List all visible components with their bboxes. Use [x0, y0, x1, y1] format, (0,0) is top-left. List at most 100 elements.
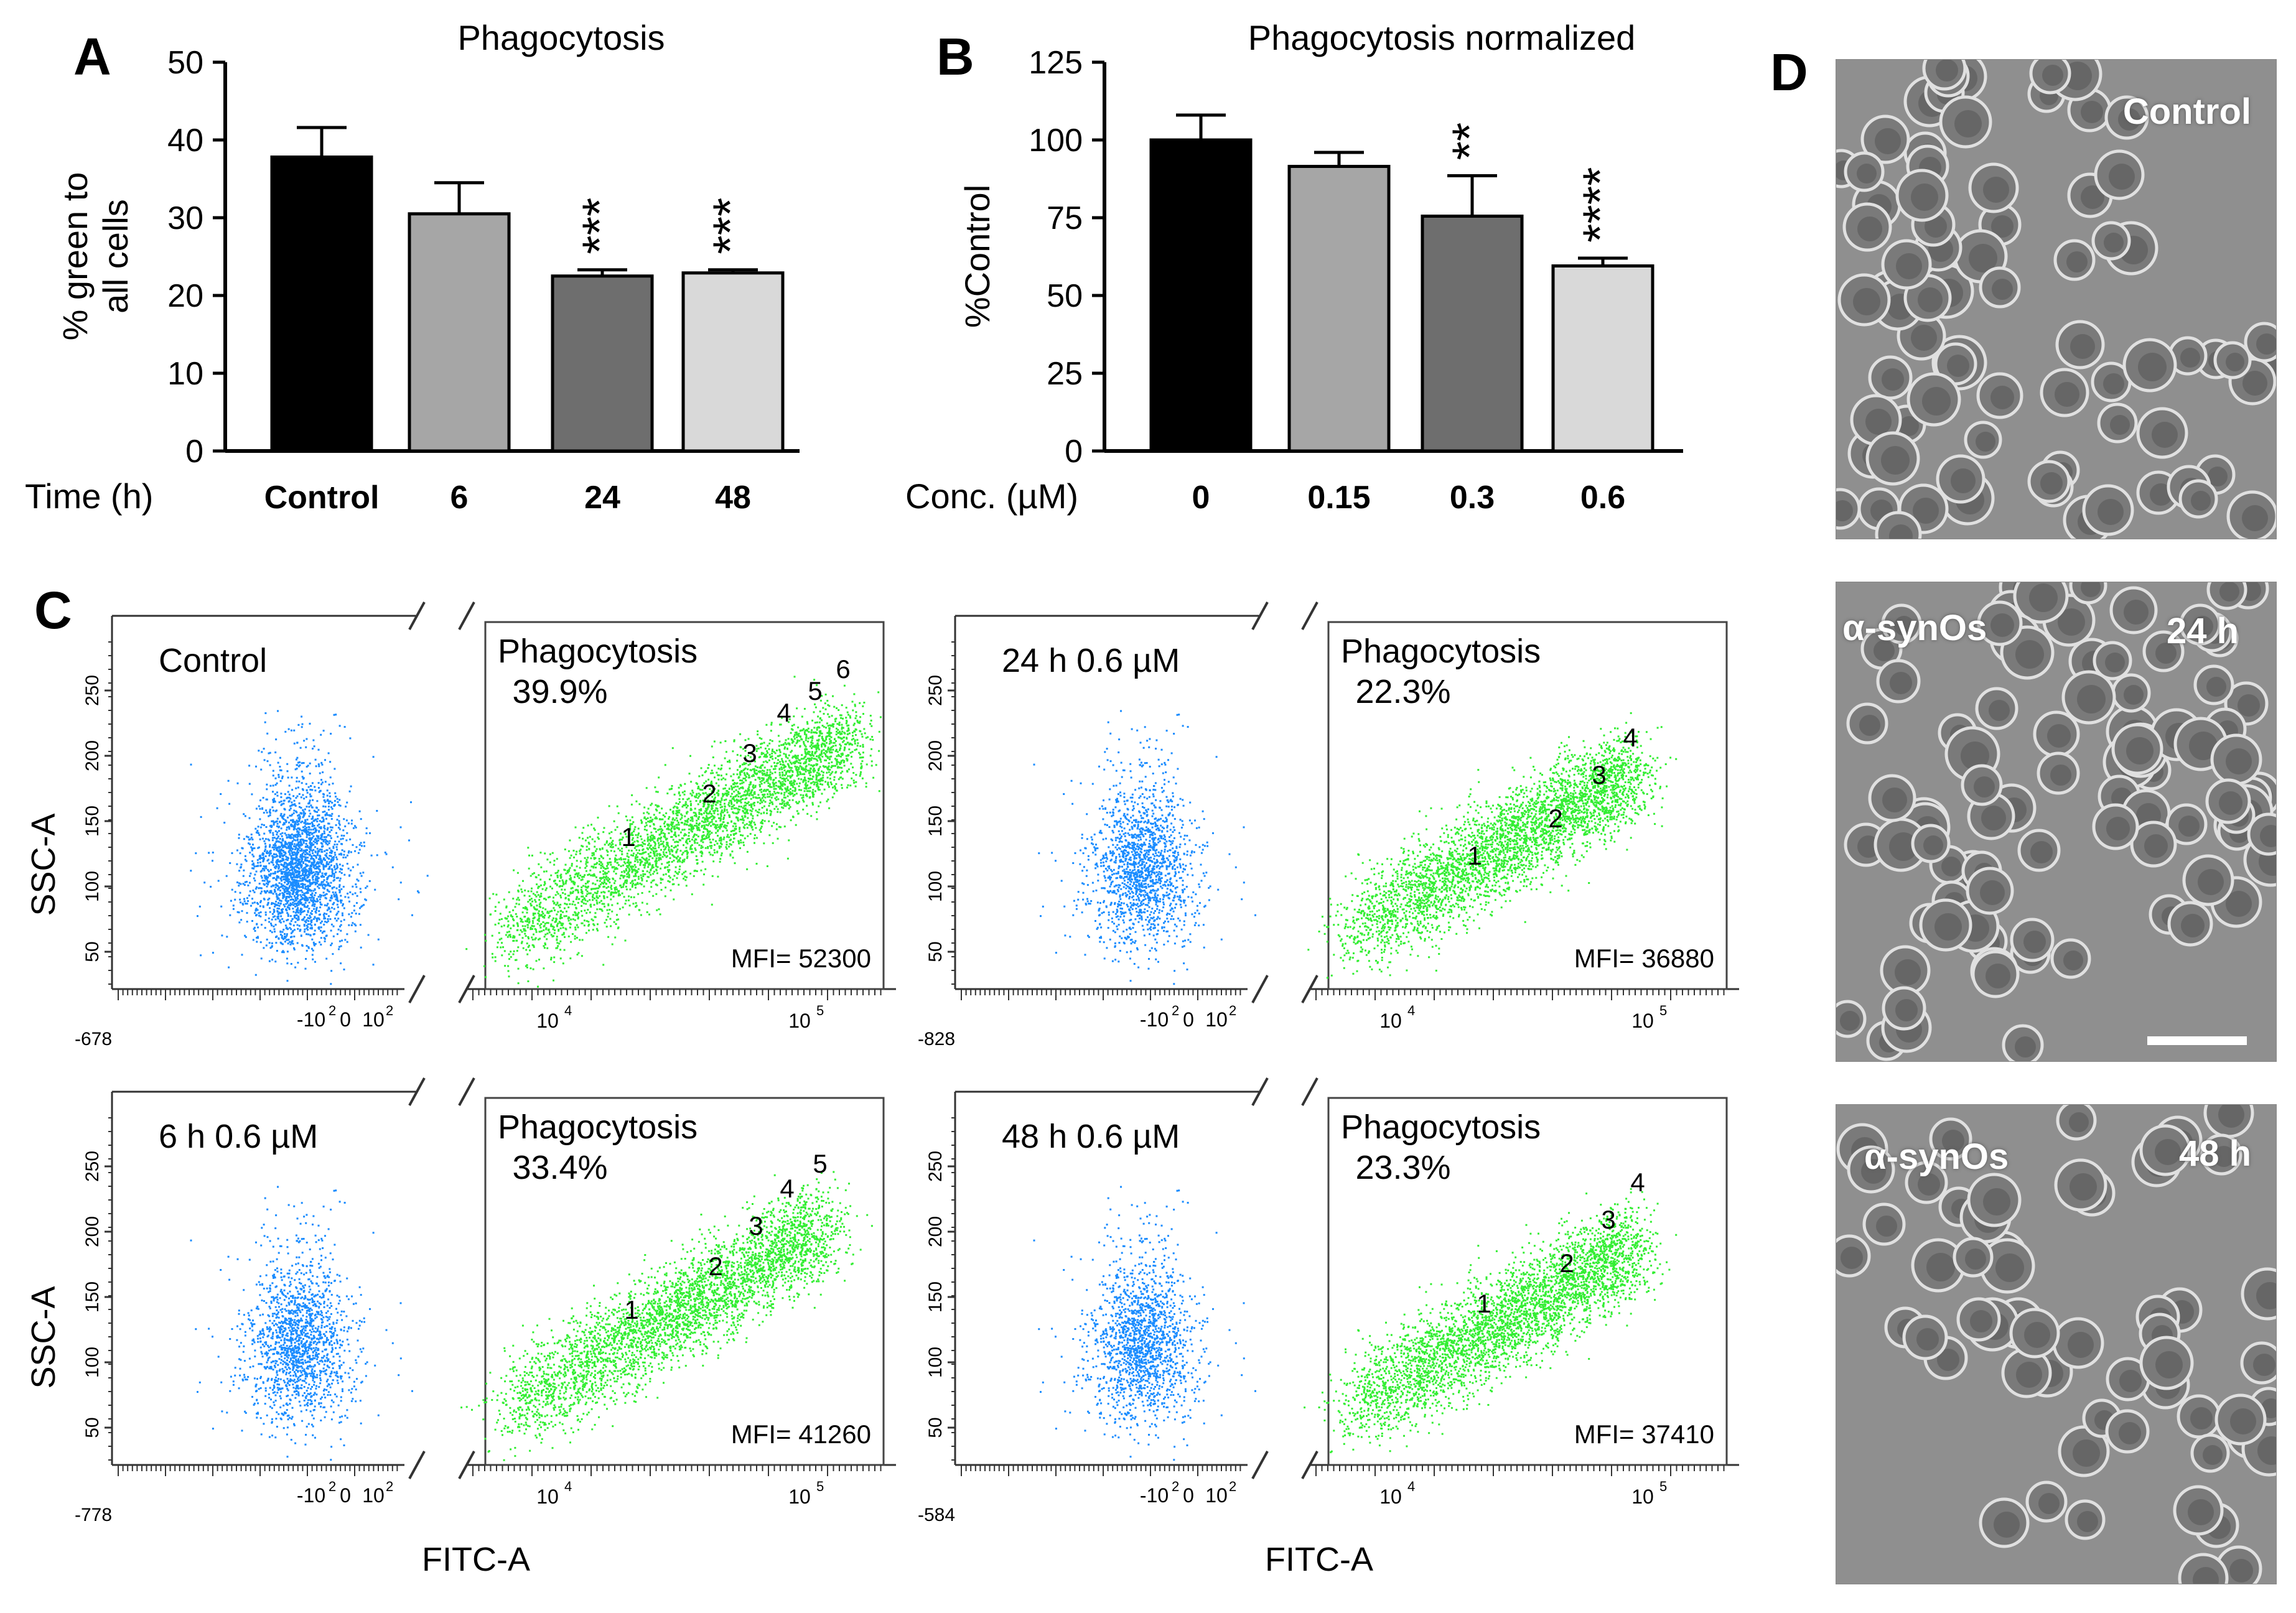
ssc-tick-label: 150: [82, 1281, 103, 1313]
ssc-tick-label: 50: [925, 941, 946, 962]
bar: [1149, 138, 1253, 453]
gate-number: 3: [742, 738, 757, 768]
ssc-tick-label: 200: [925, 740, 946, 771]
gate-number: 4: [777, 698, 791, 727]
y-axis-label: %Control: [958, 185, 997, 328]
gate-number: 5: [813, 1149, 827, 1178]
log-tick-10: 10: [1379, 1485, 1402, 1508]
y-tick-label: 125: [1029, 45, 1083, 81]
y-tick-label: 75: [1047, 200, 1083, 236]
positive-population-events: [465, 676, 882, 988]
bar: [681, 271, 785, 453]
gate-number: 2: [1548, 804, 1562, 833]
bar: [270, 156, 373, 453]
phagocytosis-percent: 39.9%: [512, 673, 607, 710]
log-tick-exp: 5: [1659, 1479, 1667, 1494]
micrograph-24h: α-synOs 24 h: [1836, 582, 2277, 1062]
negative-population-events: [1033, 1186, 1256, 1461]
scale-bar: [2147, 1036, 2247, 1045]
ssc-tick-label: 50: [82, 941, 103, 962]
y-tick-label: 25: [1047, 356, 1083, 392]
fitc-axis-min: -584: [918, 1505, 955, 1525]
positive-population-events: [1307, 712, 1678, 979]
significance-marker: **: [1442, 123, 1496, 160]
fitc-neg-tick: -10: [297, 1008, 325, 1031]
ssc-tick-label: 100: [82, 1347, 103, 1378]
significance-marker: ****: [1572, 167, 1627, 243]
log-tick-10: 10: [1631, 1485, 1654, 1508]
condition-label: 48 h 0.6 µM: [1002, 1118, 1180, 1155]
phagocytosis-gate: [484, 621, 885, 990]
log-tick-exp: 4: [564, 1003, 572, 1018]
y-tick-label: 10: [167, 356, 203, 392]
axis-break-mark: [1251, 1077, 1269, 1106]
panel-letter-A: A: [73, 27, 111, 86]
mfi-label: MFI= 36880: [1574, 944, 1714, 973]
mfi-label: MFI= 41260: [731, 1420, 871, 1449]
y-axis-label-line2: all cells: [96, 199, 135, 314]
fitc-zero-tick: 0: [1183, 1008, 1194, 1031]
y-tick-label: 50: [1047, 278, 1083, 314]
fitc-axis-min: -778: [75, 1505, 112, 1525]
ssc-axis-title: SSC-A: [25, 813, 62, 916]
micrograph-right-label: 48 h: [2178, 1133, 2251, 1174]
fitc-pos-tick: 10: [362, 1008, 385, 1031]
fitc-pos-tick: 10: [362, 1484, 385, 1507]
negative-population-events: [190, 710, 429, 985]
ssc-tick-label: 100: [925, 871, 946, 902]
gate-number: 3: [749, 1211, 763, 1240]
x-tick-label: 48: [715, 480, 751, 516]
gate-number: 2: [702, 779, 716, 808]
ssc-tick-label: 50: [925, 1417, 946, 1438]
log-tick-10: 10: [788, 1010, 811, 1032]
axis-break-mark: [1251, 602, 1269, 630]
log-tick-10: 10: [788, 1485, 811, 1508]
gate-number: 3: [1592, 760, 1606, 789]
axis-break-mark: [458, 1077, 475, 1106]
ssc-tick-label: 150: [925, 1281, 946, 1313]
gate-number: 1: [1477, 1289, 1491, 1318]
axis-break-mark: [408, 1077, 426, 1106]
log-tick-exp: 5: [816, 1003, 824, 1018]
condition-label: Control: [159, 642, 267, 679]
log-tick-10: 10: [536, 1485, 559, 1508]
phagocytosis-label: Phagocytosis: [498, 633, 698, 670]
chart-title: Phagocytosis: [457, 18, 665, 57]
micrograph-right-label: 24 h: [2166, 611, 2239, 651]
x-axis-label: Conc. (µM): [905, 476, 1078, 516]
axis-break-mark: [408, 975, 426, 1003]
axis-break-mark: [1251, 1451, 1269, 1479]
significance-marker: ***: [572, 198, 627, 254]
axis-break-mark: [408, 602, 426, 630]
significance-marker: ***: [702, 198, 757, 254]
x-tick-label: 0: [1192, 480, 1210, 516]
axis-break-mark: [458, 602, 475, 630]
bar: [551, 274, 654, 453]
gate-number: 5: [808, 676, 822, 705]
panel-letter-D: D: [1770, 43, 1808, 101]
phagocytosis-percent: 23.3%: [1355, 1149, 1450, 1186]
gate-number: 1: [621, 822, 635, 852]
ssc-tick-label: 200: [82, 740, 103, 771]
condition-label: 6 h 0.6 µM: [159, 1118, 318, 1155]
fitc-pos-tick-exp: 2: [1229, 1003, 1236, 1018]
gate-number: 2: [1559, 1248, 1574, 1278]
fitc-zero-tick: 0: [1183, 1484, 1194, 1507]
phagocytosis-percent: 33.4%: [512, 1149, 607, 1186]
x-tick-label: 0.3: [1450, 480, 1495, 516]
axis-break-mark: [408, 1451, 426, 1479]
gate-number: 4: [1630, 1168, 1645, 1197]
log-tick-exp: 4: [564, 1479, 572, 1494]
micrograph-texture: [1836, 1105, 2276, 1584]
fitc-neg-tick-exp: 2: [1172, 1003, 1179, 1018]
positive-population-events: [1304, 1188, 1678, 1454]
ssc-tick-label: 100: [925, 1347, 946, 1378]
bar: [1287, 165, 1391, 453]
fitc-axis-title: FITC-A: [422, 1541, 530, 1578]
fitc-zero-tick: 0: [340, 1484, 351, 1507]
negative-population-events: [1033, 710, 1256, 985]
ssc-tick-label: 200: [82, 1216, 103, 1247]
fitc-pos-tick-exp: 2: [386, 1003, 393, 1018]
mfi-label: MFI= 52300: [731, 944, 871, 973]
phagocytosis-percent: 22.3%: [1355, 673, 1450, 710]
